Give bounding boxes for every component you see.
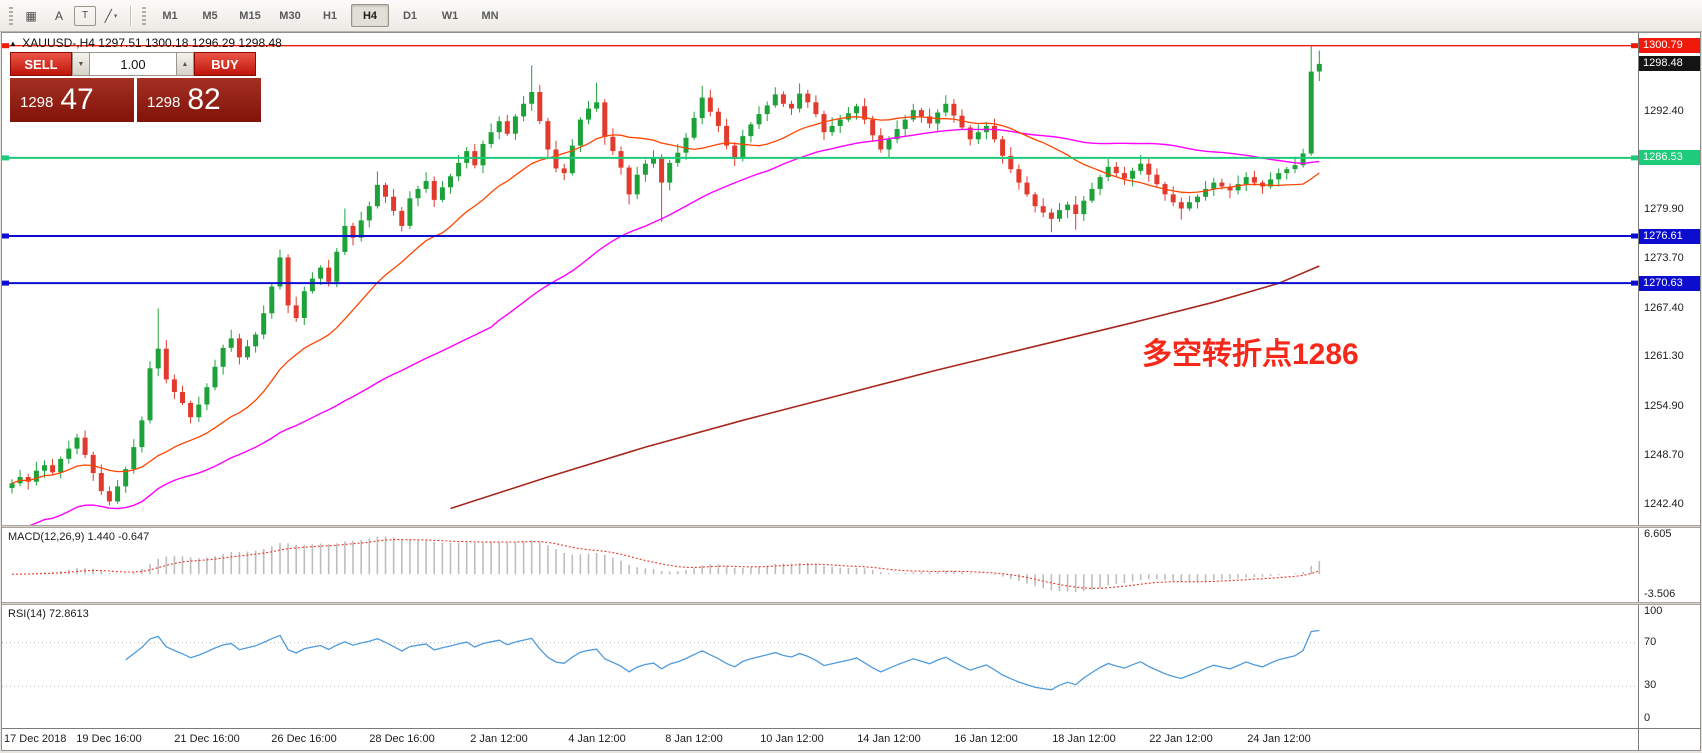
rsi-axis[interactable]: 100 70 30 0 xyxy=(1638,605,1700,728)
price-tick: 1248.70 xyxy=(1644,449,1684,461)
macd-axis-label: -3.506 xyxy=(1644,588,1676,600)
pane-splitter-2[interactable] xyxy=(2,602,1700,605)
macd-label: MACD(12,26,9) 1.440 -0.647 xyxy=(8,531,150,543)
time-axis-label: 22 Jan 12:00 xyxy=(1149,733,1213,745)
rsi-canvas xyxy=(2,629,1638,691)
time-axis-label: 4 Jan 12:00 xyxy=(568,733,626,745)
pane-splitter[interactable] xyxy=(2,525,1700,528)
time-axis-label: 8 Jan 12:00 xyxy=(665,733,723,745)
tf-button-M1[interactable]: M1 xyxy=(162,9,178,22)
time-axis[interactable]: 17 Dec 2018 19 Dec 16:00 21 Dec 16:00 26 De… xyxy=(2,728,1638,750)
tf-button-H1[interactable]: H1 xyxy=(322,9,338,22)
price-tick: 1242.40 xyxy=(1644,498,1684,510)
tf-button-MN[interactable]: MN xyxy=(481,9,499,22)
time-axis-label: 18 Jan 12:00 xyxy=(1052,733,1116,745)
ask-pip-digits: 82 xyxy=(187,83,221,116)
ask-price-display: 1298 82 xyxy=(137,78,261,122)
macd-pane[interactable]: MACD(12,26,9) 1.440 -0.647 xyxy=(2,528,1638,602)
price-tag: 1286.53 xyxy=(1639,150,1700,165)
main-chart-pane[interactable]: ▲ XAUUSD-,H4 1297.51 1300.18 1296.29 129… xyxy=(2,33,1638,525)
main-chart-canvas[interactable] xyxy=(2,33,1638,525)
ask-main-digits: 1298 xyxy=(147,93,181,111)
time-axis-corner xyxy=(1638,728,1700,750)
time-axis-label: 10 Jan 12:00 xyxy=(760,733,824,745)
line-studies-icon[interactable]: ╱ ▾ xyxy=(104,8,118,23)
time-axis-label: 19 Dec 16:00 xyxy=(76,733,142,745)
symbol-period: XAUUSD-,H4 xyxy=(22,36,95,50)
price-tag: 1298.48 xyxy=(1639,56,1700,71)
chart-title: ▲ XAUUSD-,H4 1297.51 1300.18 1296.29 129… xyxy=(9,36,282,50)
rsi-pane[interactable]: RSI(14) 72.8613 xyxy=(2,605,1638,728)
bid-pip-digits: 47 xyxy=(60,83,94,116)
timeframe-buttons: M1 M5 M15 M30 H1 H4 D1 W1 MN xyxy=(151,4,509,27)
price-tick: 1254.90 xyxy=(1644,400,1684,412)
price-tick: 1267.40 xyxy=(1644,302,1684,314)
toolbar-grip[interactable] xyxy=(9,6,13,25)
rsi-label: RSI(14) 72.8613 xyxy=(8,608,89,620)
tf-button-W1[interactable]: W1 xyxy=(441,9,459,22)
time-axis-label: 17 Dec 2018 xyxy=(4,733,67,745)
text-tool-icon[interactable]: T xyxy=(74,5,96,26)
time-axis-label: 2 Jan 12:00 xyxy=(470,733,528,745)
grid-tool-icon[interactable]: ▦ xyxy=(25,8,37,23)
chart-window: ▲ XAUUSD-,H4 1297.51 1300.18 1296.29 129… xyxy=(1,32,1701,751)
bid-main-digits: 1298 xyxy=(20,93,54,111)
volume-input[interactable] xyxy=(89,52,177,76)
price-tag: 1270.63 xyxy=(1639,276,1700,291)
main-price-axis[interactable]: 1292.40 1279.90 1273.70 1267.40 1261.30 1254.… xyxy=(1638,33,1700,525)
rsi-axis-label: 0 xyxy=(1644,712,1651,724)
rsi-axis-label: 100 xyxy=(1644,605,1663,617)
price-tick: 1292.40 xyxy=(1644,105,1684,117)
price-tick: 1279.90 xyxy=(1644,203,1684,215)
toolbar-grip-2[interactable] xyxy=(142,6,146,25)
tf-button-M5[interactable]: M5 xyxy=(202,9,218,22)
ohlc-values: 1297.51 1300.18 1296.29 1298.48 xyxy=(98,36,282,50)
bid-price-display: 1298 47 xyxy=(10,78,134,122)
arrow-tool-icon[interactable]: A xyxy=(54,8,63,23)
time-axis-label: 16 Jan 12:00 xyxy=(954,733,1018,745)
tf-button-D1[interactable]: D1 xyxy=(402,9,418,22)
price-tick: 1261.30 xyxy=(1644,350,1684,362)
price-tick: 1273.70 xyxy=(1644,252,1684,264)
price-tag: 1300.79 xyxy=(1639,38,1700,53)
rsi-axis-label: 30 xyxy=(1644,679,1657,691)
time-axis-label: 28 Dec 16:00 xyxy=(369,733,435,745)
buy-button[interactable]: BUY xyxy=(194,52,256,76)
toolbar-separator xyxy=(130,5,131,26)
tf-button-H4[interactable]: H4 xyxy=(351,4,389,27)
sell-button[interactable]: SELL xyxy=(10,52,72,76)
tf-button-M15[interactable]: M15 xyxy=(239,9,261,22)
rsi-axis-label: 70 xyxy=(1644,636,1657,648)
chart-annotation: 多空转折点1286 xyxy=(1142,338,1359,371)
volume-increase-button[interactable]: ▲ xyxy=(177,52,194,76)
macd-axis-label: 6.605 xyxy=(1644,528,1672,540)
trade-prices-row: 1298 47 1298 82 xyxy=(10,78,262,122)
time-axis-label: 14 Jan 12:00 xyxy=(857,733,921,745)
macd-canvas xyxy=(11,536,1321,592)
price-tag: 1276.61 xyxy=(1639,229,1700,244)
time-axis-label: 21 Dec 16:00 xyxy=(174,733,240,745)
time-axis-label: 26 Dec 16:00 xyxy=(271,733,337,745)
volume-decrease-button[interactable]: ▼ xyxy=(72,52,89,76)
tf-button-M30[interactable]: M30 xyxy=(279,9,301,22)
macd-axis[interactable]: 6.605 -3.506 xyxy=(1638,528,1700,602)
trade-controls-row: SELL ▼ ▲ BUY xyxy=(10,52,262,76)
one-click-trading-panel: SELL ▼ ▲ BUY 1298 47 1298 82 xyxy=(10,52,262,122)
tool-buttons: ▦ A T ╱ ▾ xyxy=(18,4,124,28)
time-axis-label: 24 Jan 12:00 xyxy=(1247,733,1311,745)
toolbar: ▦ A T ╱ ▾ M1 M5 M15 M30 H1 H4 D1 W1 MN xyxy=(0,0,1702,32)
triangle-up-icon: ▲ xyxy=(9,39,17,48)
